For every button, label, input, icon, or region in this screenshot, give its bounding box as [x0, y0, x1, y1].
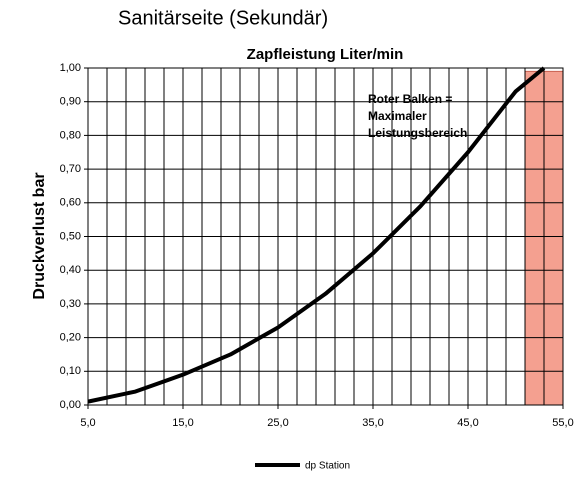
legend-label: dp Station [305, 461, 350, 472]
y-tick-label: 0,50 [60, 230, 81, 242]
x-tick-label: 45,0 [457, 417, 478, 429]
y-tick-label: 0,30 [60, 298, 81, 310]
y-tick-label: 0,00 [60, 399, 81, 411]
y-tick-label: 0,90 [60, 96, 81, 108]
data-line [87, 66, 546, 404]
x-tick-label: 5,0 [80, 417, 95, 429]
chart-title: Zapfleistung Liter/min [247, 46, 404, 63]
y-tick-label: 0,60 [60, 197, 81, 209]
y-tick-label: 0,10 [60, 365, 81, 377]
annotation: Leistungsbereich [368, 126, 467, 140]
plot-border [87, 67, 564, 406]
x-tick-label: 35,0 [362, 417, 383, 429]
y-tick-label: 0,70 [60, 163, 81, 175]
x-tick-label: 25,0 [267, 417, 288, 429]
y-axis-label: Druckverlust bar [31, 172, 48, 299]
page-heading: Sanitärseite (Sekundär) [118, 7, 328, 29]
y-tick-label: 0,40 [60, 264, 81, 276]
y-tick-label: 0,80 [60, 129, 81, 141]
annotation: Maximaler [368, 109, 427, 123]
x-tick-label: 55,0 [552, 417, 573, 429]
y-tick-label: 0,20 [60, 332, 81, 344]
x-tick-label: 15,0 [172, 417, 193, 429]
annotation: Roter Balken = [368, 92, 452, 106]
y-tick-label: 1,00 [60, 62, 81, 74]
